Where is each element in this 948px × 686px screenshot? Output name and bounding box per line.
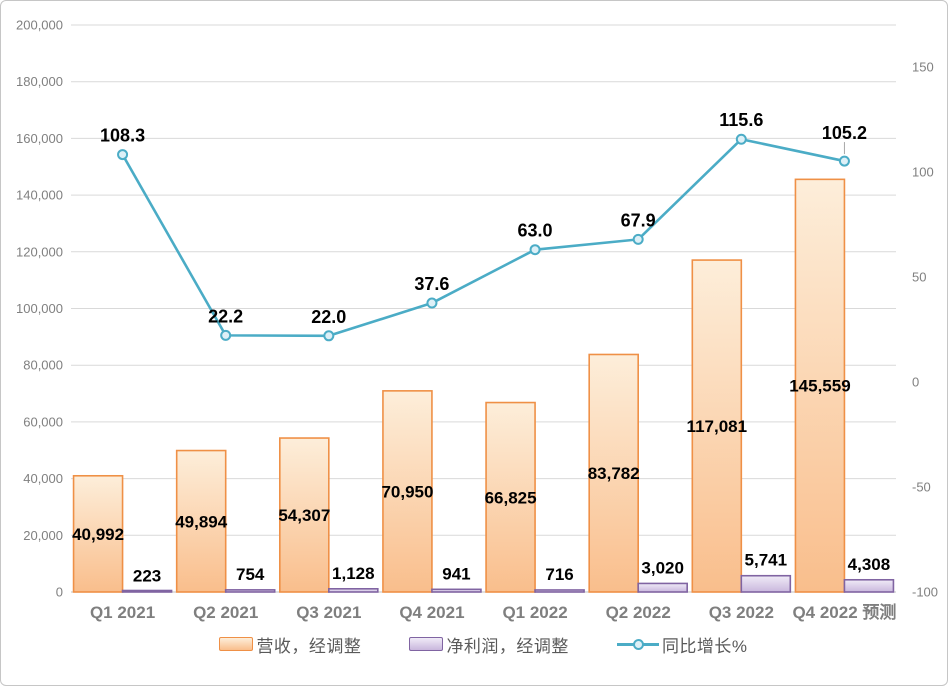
growth-line-swatch-icon xyxy=(616,637,659,651)
revenue-bar xyxy=(794,178,846,593)
left-axis-tick: 40,000 xyxy=(23,471,63,486)
left-axis-tick: 200,000 xyxy=(16,18,63,33)
profit-data-label: 716 xyxy=(545,565,573,584)
category-label: Q2 2021 xyxy=(193,603,258,622)
right-axis-tick: 0 xyxy=(912,375,919,390)
profit-bar xyxy=(431,588,482,593)
revenue-data-label: 66,825 xyxy=(485,488,537,507)
profit-bar xyxy=(224,589,276,593)
growth-data-label: 22.0 xyxy=(311,307,346,327)
revenue-data-label: 70,950 xyxy=(381,482,433,501)
revenue-data-label: 117,081 xyxy=(687,417,748,436)
right-axis-labels: 150 100 50 0 -50 -100 xyxy=(912,60,938,600)
revenue-bar xyxy=(279,437,330,593)
revenue-data-label: 49,894 xyxy=(175,512,228,531)
left-axis-tick: 60,000 xyxy=(23,414,63,429)
profit-bar xyxy=(637,582,688,593)
profit-bars xyxy=(121,574,895,593)
legend-item-profit: 净利润，经调整 xyxy=(409,632,569,657)
profit-data-label: 1,128 xyxy=(332,564,375,583)
right-axis-tick: 150 xyxy=(912,60,934,75)
legend-item-revenue: 营收，经调整 xyxy=(219,632,361,657)
profit-bar-labels: 223 754 1,128 941 716 3,020 5,741 4,308 xyxy=(133,551,890,586)
left-axis-tick: 100,000 xyxy=(16,301,63,316)
left-axis-tick: 120,000 xyxy=(16,244,63,259)
revenue-data-label: 83,782 xyxy=(588,464,640,483)
revenue-bars xyxy=(72,178,846,593)
growth-labels: 108.3 22.2 22.0 37.6 63.0 67.9 115.6 105.2 xyxy=(100,110,867,327)
growth-marker xyxy=(838,155,850,167)
growth-marker xyxy=(220,329,232,341)
growth-marker xyxy=(529,244,541,256)
profit-bar xyxy=(843,578,895,593)
growth-data-label: 37.6 xyxy=(414,274,449,294)
growth-line xyxy=(121,137,845,338)
growth-marker xyxy=(735,133,747,145)
left-axis-tick: 20,000 xyxy=(23,528,63,543)
profit-bar-swatch-icon xyxy=(409,637,444,651)
right-axis-tick: -50 xyxy=(912,480,931,495)
category-label: Q3 2021 xyxy=(296,603,361,622)
growth-data-label: 22.2 xyxy=(208,306,243,326)
profit-data-label: 941 xyxy=(442,564,470,583)
left-axis-labels: 0 20,000 40,000 60,000 80,000 100,000 120,000 1… xyxy=(16,18,63,600)
category-label: Q3 2022 xyxy=(709,603,774,622)
left-axis-tick: 0 xyxy=(56,585,63,600)
revenue-bar xyxy=(588,353,639,593)
right-axis-tick: 100 xyxy=(912,165,934,180)
left-axis-tick: 180,000 xyxy=(16,74,63,89)
revenue-bar xyxy=(485,401,536,593)
chart-legend: 营收，经调整 净利润，经调整 同比增长% xyxy=(71,631,896,657)
profit-bar xyxy=(328,588,379,593)
profit-data-label: 5,741 xyxy=(745,551,788,570)
right-axis-tick: -100 xyxy=(912,585,938,600)
left-axis-tick: 160,000 xyxy=(16,131,63,146)
legend-label-profit: 净利润，经调整 xyxy=(446,636,569,656)
profit-bar xyxy=(740,574,792,593)
category-axis-labels: Q1 2021 Q2 2021 Q3 2021 Q4 2021 Q1 2022 Q2 20… xyxy=(90,602,896,622)
profit-data-label: 223 xyxy=(133,566,161,585)
revenue-bar xyxy=(382,390,433,593)
revenue-bar-swatch-icon xyxy=(219,637,254,651)
legend-label-revenue: 营收，经调整 xyxy=(256,636,362,656)
revenue-data-label: 40,992 xyxy=(72,525,124,544)
growth-data-label: 108.3 xyxy=(100,126,145,146)
left-axis-tick: 140,000 xyxy=(16,188,63,203)
category-label: Q4 2022 预测 xyxy=(792,602,896,622)
growth-data-label: 63.0 xyxy=(518,221,553,241)
growth-marker xyxy=(632,233,644,245)
category-label: Q2 2022 xyxy=(606,603,671,622)
profit-bar xyxy=(534,589,585,593)
revenue-bar xyxy=(175,449,227,593)
growth-marker xyxy=(117,149,129,161)
growth-data-label: 67.9 xyxy=(621,210,656,230)
revenue-bar-labels: 40,992 49,894 54,307 70,950 66,825 83,782 117,… xyxy=(72,377,851,544)
profit-data-label: 3,020 xyxy=(641,558,684,577)
category-label: Q1 2021 xyxy=(90,603,155,622)
revenue-bar xyxy=(72,474,124,593)
revenue-bar xyxy=(691,259,743,593)
left-axis-tick: 80,000 xyxy=(23,358,63,373)
growth-data-label: 115.6 xyxy=(719,110,763,130)
category-label: Q4 2021 xyxy=(399,603,464,622)
profit-data-label: 4,308 xyxy=(848,555,891,574)
growth-marker xyxy=(323,330,335,342)
growth-marker xyxy=(426,297,438,309)
revenue-data-label: 145,559 xyxy=(789,377,850,396)
legend-item-growth: 同比增长% xyxy=(616,632,748,657)
profit-bar xyxy=(121,589,173,593)
right-axis-tick: 50 xyxy=(912,270,926,285)
growth-markers xyxy=(117,133,850,342)
growth-data-label: 105.2 xyxy=(822,123,867,143)
category-label: Q1 2022 xyxy=(502,603,567,622)
legend-label-growth: 同比增长% xyxy=(661,636,748,656)
revenue-data-label: 54,307 xyxy=(278,506,330,525)
profit-data-label: 754 xyxy=(236,565,265,584)
